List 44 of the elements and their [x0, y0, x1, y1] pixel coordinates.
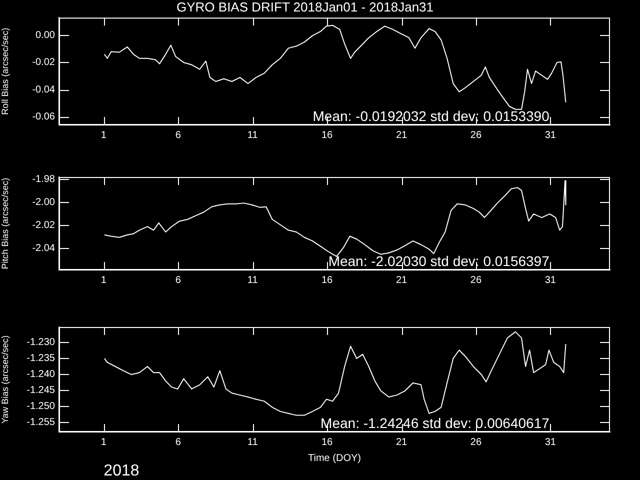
y-axis-title: Yaw Bias (arcsec/sec) [0, 335, 10, 424]
y-tick-label: 0.00 [36, 30, 56, 42]
x-tick-label: 31 [544, 436, 556, 448]
x-tick-label: 16 [321, 130, 334, 141]
y-tick-label: -2.00 [32, 197, 56, 208]
x-tick-label: 11 [247, 130, 258, 141]
text: 2018 [104, 462, 140, 480]
y-tick-label: -1.240 [26, 368, 56, 380]
x-tick-label: 16 [321, 436, 334, 448]
annotation: Mean: -1.24246 std dev: 0.00640617 [320, 414, 550, 431]
x-tick-label: 26 [470, 274, 482, 286]
x-tick-label: 26 [470, 436, 482, 448]
x-tick-label: 21 [396, 274, 408, 286]
x-tick-label: 1 [100, 436, 107, 448]
x-tick-label: 6 [175, 274, 182, 286]
x-tick-label: 16 [321, 274, 334, 286]
x-tick-label: 1 [100, 274, 107, 286]
x-tick-label: 26 [470, 130, 482, 141]
x-tick-label: 21 [396, 436, 408, 448]
x-tick-label: 11 [247, 274, 258, 286]
y-tick-label: -1.245 [26, 385, 56, 396]
x-tick-label: 31 [544, 130, 556, 141]
x-tick-label: 21 [396, 130, 408, 141]
y-tick-label: -1.230 [26, 336, 56, 348]
x-tick-label: 1 [100, 130, 107, 141]
y-tick-label: -0.02 [32, 57, 56, 68]
annotation: Mean: -0.0192032 std dev: 0.0153390 [312, 108, 550, 124]
x-tick-label: 11 [247, 436, 258, 448]
x-tick-label: 6 [175, 436, 182, 448]
x-tick-label: 31 [544, 274, 556, 286]
chart-title: GYRO BIAS DRIFT 2018Jan01 - 2018Jan31 [176, 0, 434, 14]
x-tick-label: 6 [175, 130, 182, 141]
annotation: Mean: -2.02030 std dev: 0.0156397 [328, 252, 550, 269]
x-axis-title: Time (DOY) [308, 452, 361, 464]
y-axis-title: Pitch Bias (arcsec/sec) [0, 178, 10, 270]
y-axis-title: Roll Bias (arcsec/sec) [0, 28, 10, 115]
y-tick-label: -1.255 [26, 417, 56, 428]
y-tick-label: -0.06 [32, 112, 56, 123]
y-tick-label: -2.04 [32, 242, 56, 254]
y-tick-label: -1.98 [32, 174, 56, 186]
y-tick-label: -1.250 [26, 401, 56, 412]
y-tick-label: -0.04 [32, 84, 56, 96]
y-tick-label: -1.235 [26, 352, 56, 364]
y-tick-label: -2.02 [32, 220, 56, 231]
